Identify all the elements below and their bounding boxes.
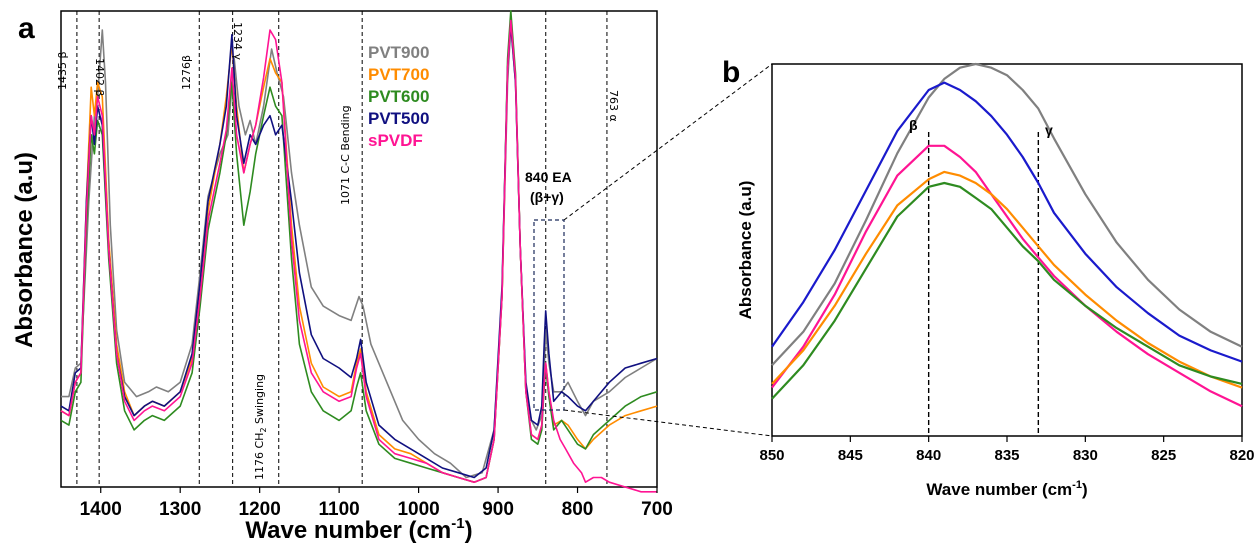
- panel-a-series: [60, 10, 658, 493]
- panel-b-frame: [771, 63, 1243, 437]
- legend-entry-pvt700: PVT700: [368, 65, 429, 84]
- legend-entry-pvt500: PVT500: [368, 109, 429, 128]
- zoom-box: [533, 219, 565, 411]
- x-tick-label-825: 825: [1151, 447, 1176, 464]
- legend-entry-spvdf: sPVDF: [368, 131, 423, 150]
- x-tick-label-850: 850: [759, 447, 784, 464]
- series-line-pvt900: [61, 24, 658, 479]
- series-line-pvt600: [60, 10, 658, 483]
- x-tick-label-820: 820: [1229, 447, 1254, 464]
- x-tick-label-845: 845: [838, 447, 863, 464]
- x-tick-label-840: 840: [916, 447, 941, 464]
- panel-a-x-ticks: 1400 1300 1200 1100 1000 900 800 700: [80, 487, 673, 520]
- annotation-1176: 1176 CH2 Swinging: [253, 374, 268, 480]
- panel-a-annotations: 1435 β 1402 β 1276β 1234 γ 1176 CH2 Swin…: [56, 22, 620, 480]
- series-line-pvt700: [771, 170, 1243, 389]
- panel-a-legend: PVT900 PVT700 PVT600 PVT500 sPVDF: [368, 43, 429, 150]
- panel-b-beta-label: β: [909, 117, 918, 133]
- x-tick-label-830: 830: [1073, 447, 1098, 464]
- annotation-1402: 1402 β: [93, 58, 106, 97]
- annotation-840-line1: 840 EA: [525, 169, 572, 185]
- zoom-connector-top: [563, 63, 773, 221]
- panel-b-x-ticks: 850 845 840 835 830 825 820: [759, 436, 1255, 464]
- series-line-pvt900: [771, 62, 1243, 367]
- annotation-763: 763 α: [607, 90, 620, 122]
- panel-b-reference-lines: [927, 132, 1040, 436]
- panel-b-x-axis-title: Wave number (cm-1): [926, 479, 1087, 499]
- annotation-840-line2: (β+γ): [530, 189, 564, 205]
- legend-entry-pvt900: PVT900: [368, 43, 429, 62]
- panel-b-gamma-label: γ: [1045, 122, 1053, 138]
- panel-b-series: [771, 62, 1243, 408]
- x-tick-label-900: 900: [482, 499, 514, 520]
- legend-entry-pvt600: PVT600: [368, 87, 429, 106]
- annotation-1435: 1435 β: [56, 51, 69, 90]
- panel-a-frame: [60, 10, 658, 488]
- x-tick-label-1100: 1100: [319, 499, 360, 520]
- series-line-pvt500: [771, 81, 1243, 363]
- series-line-pvt500: [60, 24, 658, 479]
- panel-a-y-axis-title: Absorbance (a.u): [11, 152, 38, 348]
- annotation-1071: 1071 C-C Bending: [339, 105, 352, 205]
- x-tick-label-835: 835: [994, 447, 1019, 464]
- x-tick-label-1400: 1400: [80, 499, 122, 520]
- panel-a-label: a: [18, 12, 35, 45]
- series-line-pvt600: [771, 181, 1243, 400]
- panel-b-y-axis-title: Absorbance (a.u): [736, 181, 755, 320]
- series-line-spvdf: [60, 19, 657, 493]
- x-tick-label-800: 800: [562, 499, 594, 520]
- annotation-1234: 1234 γ: [231, 22, 244, 60]
- annotation-1276: 1276β: [180, 55, 193, 90]
- x-tick-label-1000: 1000: [397, 499, 439, 520]
- series-line-spvdf: [771, 144, 1243, 408]
- panel-b-label: b: [722, 56, 740, 89]
- series-line-pvt700: [60, 19, 658, 483]
- panel-a-reference-lines: [76, 11, 608, 487]
- panel-a-x-axis-title: Wave number (cm-1): [245, 515, 472, 544]
- x-tick-label-1200: 1200: [239, 499, 281, 520]
- x-tick-label-700: 700: [641, 499, 673, 520]
- x-tick-label-1300: 1300: [159, 499, 201, 520]
